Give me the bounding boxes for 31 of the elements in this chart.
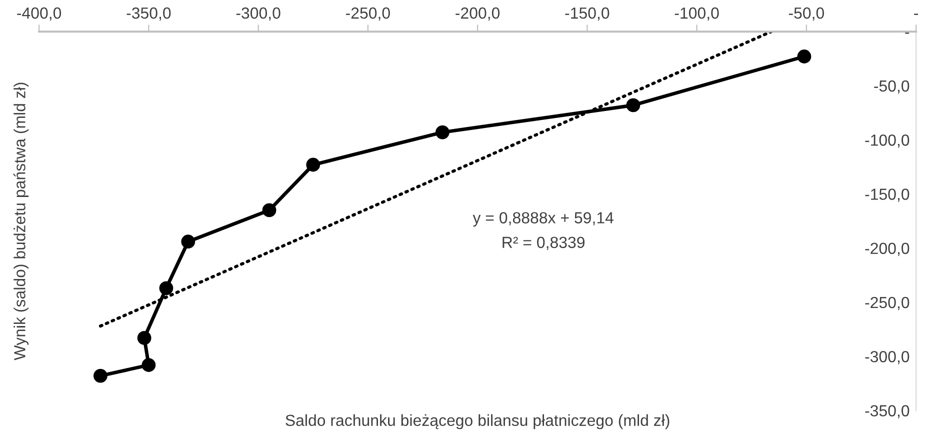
- point: [159, 281, 174, 296]
- x-tick-label: -250,0: [346, 7, 390, 21]
- point: [137, 331, 152, 345]
- point: [626, 98, 640, 112]
- y-tick-label: -150,0: [865, 188, 910, 202]
- annotation: y = 0,8888x + 59,14: [472, 212, 614, 227]
- x-tick-label: -300,0: [236, 7, 280, 21]
- y-tick-label: -50,0: [874, 80, 910, 94]
- point: [94, 368, 108, 383]
- y-tick-label: -: [905, 32, 910, 34]
- x-axis-title: Saldo rachunku bieżącego bilansu płatniczego (mld zł): [286, 414, 670, 430]
- x-tick-label: -200,0: [456, 7, 500, 21]
- x-tick-label: -50,0: [788, 7, 824, 21]
- x-tick-label: -400,0: [17, 7, 62, 21]
- point: [306, 158, 320, 172]
- point: [181, 234, 196, 249]
- annotation: R² = 0,8339: [502, 236, 585, 250]
- x-tick-label: -150,0: [565, 7, 610, 21]
- y-tick-label: -300,0: [865, 350, 910, 364]
- y-tick-label: -350,0: [865, 405, 910, 418]
- y-tick-label: -200,0: [865, 242, 910, 256]
- point: [436, 125, 450, 140]
- x-tick-label: -100,0: [674, 7, 719, 21]
- point: [142, 358, 156, 372]
- x-tick-label: -350,0: [126, 7, 171, 21]
- point: [797, 50, 812, 64]
- point: [262, 203, 276, 218]
- x-tick-label: -: [914, 14, 918, 15]
- y-axis-title: Wynik (saldo) budżetu państwa (mld zł): [13, 82, 29, 360]
- y-tick-label: -100,0: [865, 134, 910, 148]
- y-tick-label: -250,0: [865, 296, 910, 310]
